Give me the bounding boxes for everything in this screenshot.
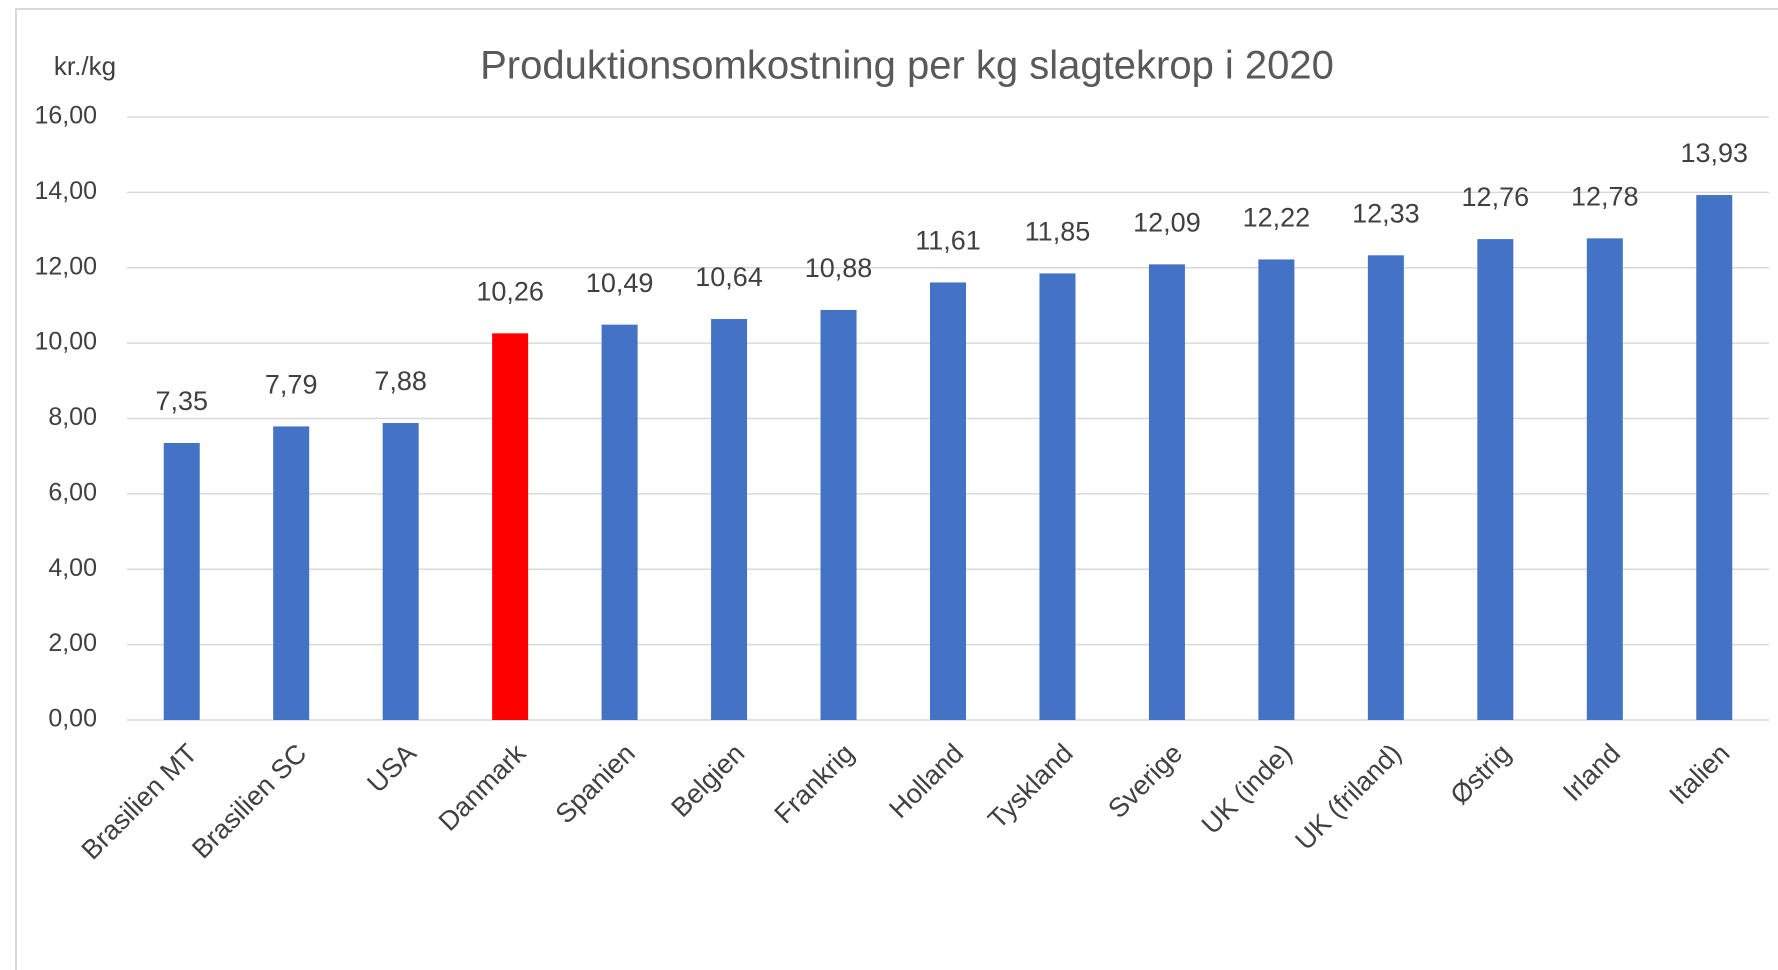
bar [1039, 273, 1076, 720]
bar [601, 324, 638, 720]
data-label: 7,88 [374, 366, 427, 396]
data-label: 12,76 [1462, 182, 1530, 212]
x-tick-label: Brasilien SC [186, 738, 312, 864]
x-tick-label: Irland [1557, 738, 1626, 807]
x-tick-label: Spanien [550, 738, 641, 829]
data-label: 13,93 [1680, 138, 1748, 168]
data-label: 10,26 [476, 276, 544, 306]
bar [1367, 255, 1404, 721]
bar [930, 282, 966, 720]
x-tick-label: Brasilien MT [76, 738, 203, 865]
bar [1258, 259, 1295, 720]
y-tick-label: 0,00 [48, 705, 97, 733]
bar [163, 442, 200, 720]
bar [1148, 264, 1185, 720]
data-label: 12,33 [1352, 198, 1420, 228]
data-label: 10,49 [586, 268, 654, 298]
data-label: 7,35 [155, 386, 208, 416]
x-tick-label: Italien [1663, 738, 1735, 810]
x-tick-label: Østrig [1444, 738, 1516, 810]
bar [711, 319, 748, 720]
data-label: 11,61 [915, 226, 981, 256]
x-tick-label: UK (inde) [1196, 738, 1298, 840]
bar [382, 423, 419, 720]
x-tick-label: Danmark [433, 738, 532, 837]
bar [273, 426, 310, 720]
y-tick-label: 6,00 [48, 478, 97, 506]
x-tick-label: Holland [883, 738, 969, 824]
chart-border [15, 8, 1778, 970]
y-axis-label: kr./kg [54, 51, 116, 81]
data-label: 12,22 [1243, 203, 1311, 233]
bar [1477, 239, 1514, 721]
x-tick-label: UK (friland) [1289, 738, 1407, 856]
y-tick-label: 14,00 [34, 177, 97, 205]
y-tick-label: 2,00 [48, 629, 97, 657]
x-tick-label: Frankrig [769, 738, 860, 829]
y-tick-label: 4,00 [48, 554, 97, 582]
bar [1696, 195, 1733, 720]
data-label: 12,09 [1133, 207, 1201, 237]
x-tick-label: Belgien [665, 738, 750, 823]
data-label: 12,78 [1571, 181, 1639, 211]
x-tick-label: USA [361, 738, 421, 798]
bar [492, 333, 529, 720]
y-tick-label: 16,00 [34, 102, 97, 130]
data-label: 11,85 [1025, 217, 1091, 247]
x-tick-label: Sverige [1102, 738, 1188, 824]
x-tick-label: Tyskland [982, 738, 1079, 835]
y-tick-label: 12,00 [34, 252, 97, 280]
data-label: 10,88 [805, 253, 873, 283]
chart-title: Produktionsomkostning per kg slagtekrop … [480, 44, 1334, 88]
bar [1586, 238, 1623, 720]
y-tick-label: 8,00 [48, 403, 97, 431]
bar [820, 309, 857, 720]
y-tick-label: 10,00 [34, 328, 97, 356]
data-label: 7,79 [265, 370, 318, 400]
data-label: 10,64 [695, 262, 763, 292]
